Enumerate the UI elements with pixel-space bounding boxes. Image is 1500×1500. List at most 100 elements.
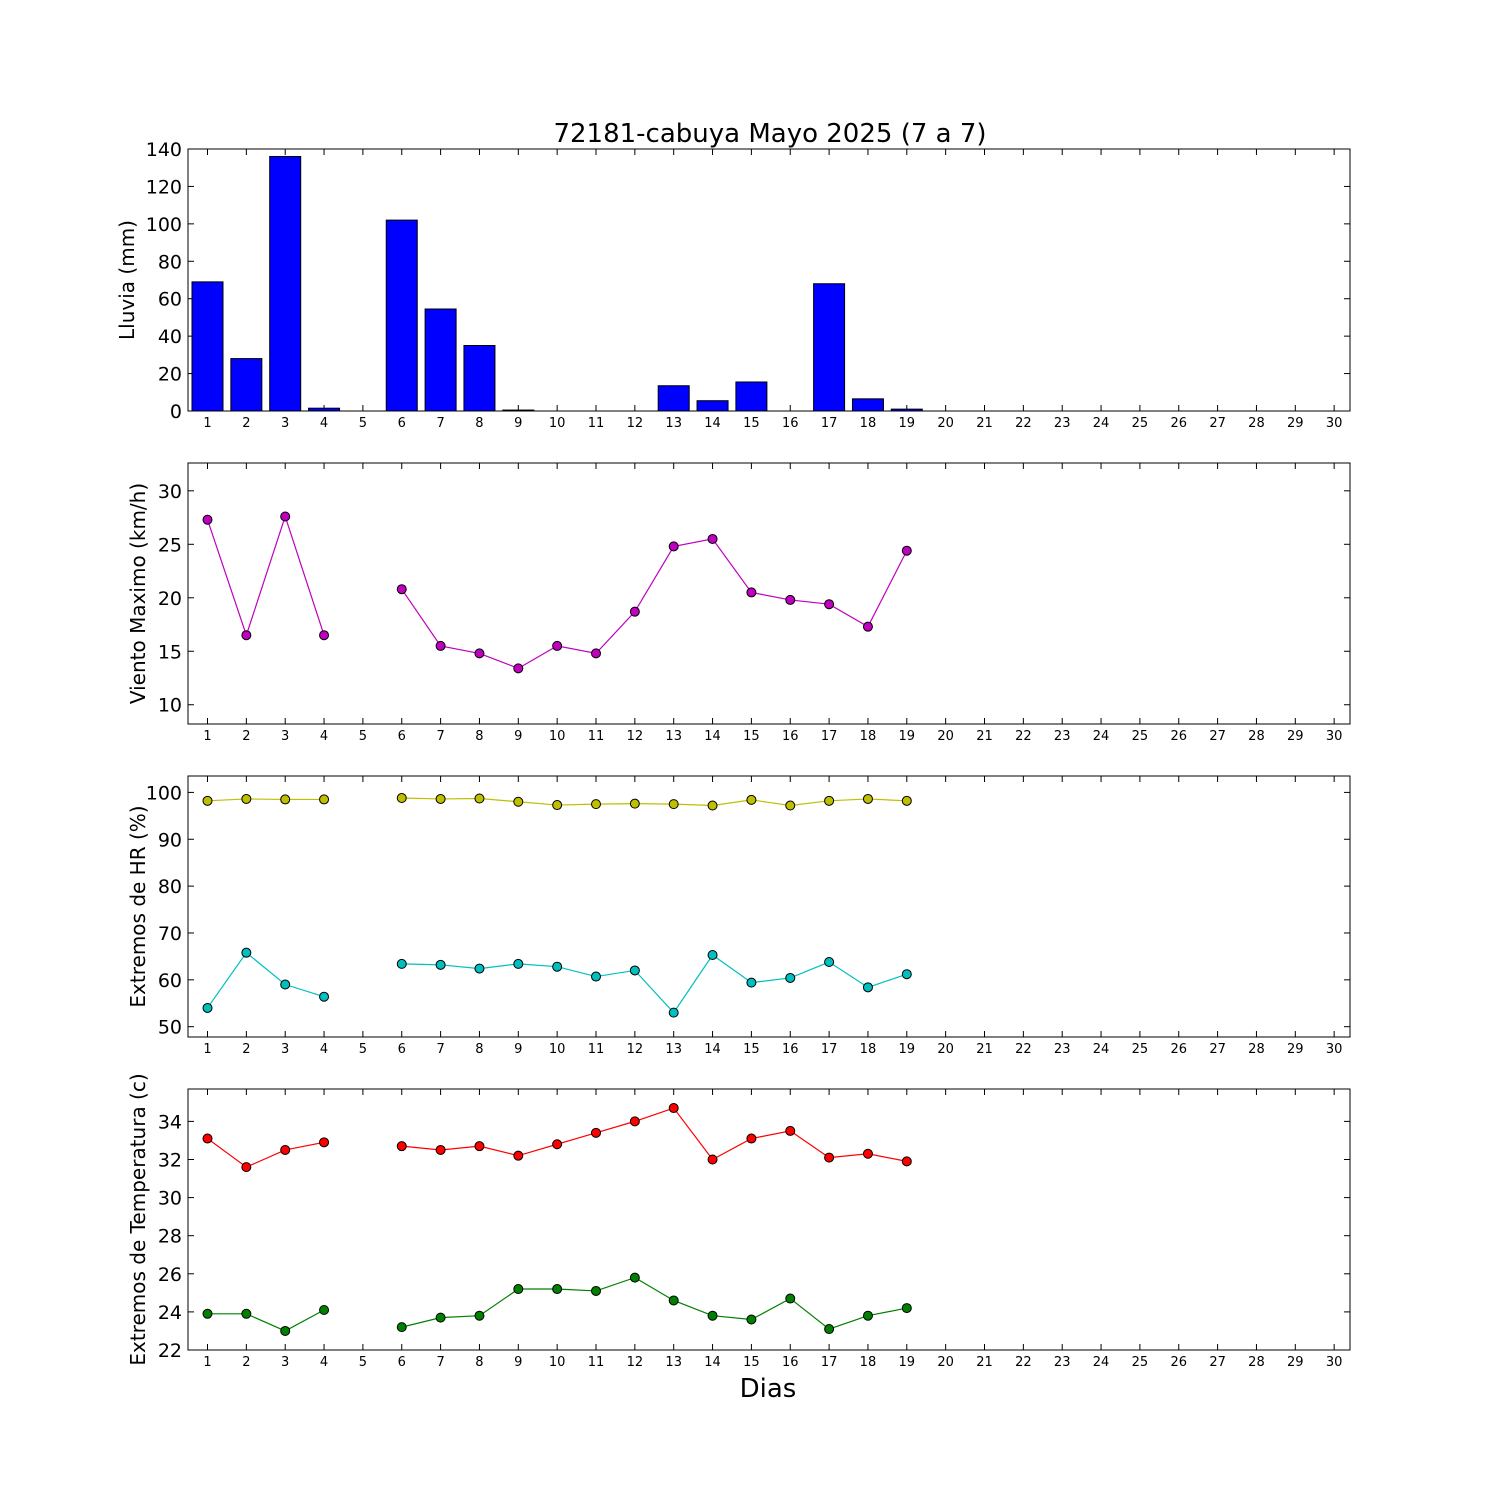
x-tick-label: 26: [1170, 1355, 1187, 1370]
y-tick-label: 30: [158, 481, 182, 503]
x-tick-label: 4: [320, 1042, 328, 1057]
x-tick-label: 6: [398, 1042, 406, 1057]
y-tick-label: 10: [158, 695, 182, 717]
x-tick-label: 8: [475, 1355, 483, 1370]
data-point: [629, 1116, 640, 1127]
x-tick-label: 23: [1054, 729, 1071, 744]
data-point: [824, 957, 835, 968]
x-tick-label: 5: [359, 729, 367, 744]
y-tick-label: 20: [158, 588, 182, 610]
y-tick-label: 60: [158, 289, 182, 311]
series-line: [207, 1309, 325, 1332]
x-tick-label: 4: [320, 729, 328, 744]
plot-frame: [187, 1088, 1351, 1351]
data-point: [785, 594, 796, 605]
y-axis-label: Extremos de Temperatura (c): [126, 1073, 150, 1365]
x-tick-label: 24: [1093, 416, 1110, 431]
y-tick-label: 30: [158, 1188, 182, 1210]
data-point: [785, 1293, 796, 1304]
x-axis-label: Dias: [740, 1374, 797, 1404]
x-tick-label: 15: [743, 1355, 760, 1370]
x-tick-label: 22: [1015, 729, 1032, 744]
x-tick-label: 5: [359, 416, 367, 431]
x-tick-label: 4: [320, 416, 328, 431]
data-point: [435, 959, 446, 970]
data-point: [591, 648, 601, 659]
x-tick-label: 2: [242, 729, 250, 744]
data-point: [202, 514, 213, 525]
data-point: [901, 545, 912, 556]
data-point: [591, 1285, 601, 1296]
x-tick-label: 9: [514, 729, 522, 744]
x-tick-label: 3: [281, 416, 289, 431]
data-point: [280, 511, 291, 522]
data-point: [785, 1125, 796, 1136]
bar-day-9: [502, 409, 535, 412]
data-point: [241, 1162, 252, 1173]
x-tick-label: 26: [1170, 729, 1187, 744]
x-tick-label: 13: [665, 1355, 682, 1370]
data-point: [824, 1152, 835, 1163]
data-point: [280, 1325, 291, 1336]
bar-day-1: [191, 281, 224, 412]
data-point: [629, 798, 640, 809]
data-point: [707, 1310, 718, 1321]
data-point: [668, 799, 679, 810]
series-line: [401, 954, 907, 1014]
data-point: [862, 793, 873, 804]
x-tick-label: 25: [1132, 1042, 1149, 1057]
x-tick-label: 25: [1132, 1355, 1149, 1370]
x-tick-label: 23: [1054, 416, 1071, 431]
data-point: [862, 1148, 873, 1159]
x-tick-label: 18: [860, 729, 877, 744]
x-tick-label: 27: [1209, 1355, 1226, 1370]
x-tick-label: 30: [1326, 729, 1343, 744]
x-tick-label: 17: [821, 1355, 838, 1370]
data-point: [319, 1304, 330, 1315]
x-tick-label: 11: [588, 729, 605, 744]
x-tick-label: 10: [549, 729, 566, 744]
y-tick-label: 120: [146, 176, 182, 198]
data-point: [241, 947, 252, 958]
data-point: [280, 979, 291, 990]
x-tick-label: 14: [704, 1355, 721, 1370]
series-line: [207, 951, 325, 1009]
x-tick-label: 19: [899, 729, 916, 744]
data-point: [824, 795, 835, 806]
data-point: [707, 1154, 718, 1165]
x-tick-label: 24: [1093, 729, 1110, 744]
bar-day-13: [657, 385, 690, 412]
x-tick-label: 8: [475, 416, 483, 431]
y-axis-label: Viento Maximo (km/h): [126, 483, 150, 704]
x-tick-label: 26: [1170, 416, 1187, 431]
x-tick-label: 8: [475, 1042, 483, 1057]
data-point: [707, 949, 718, 960]
x-tick-label: 29: [1287, 1042, 1304, 1057]
data-point: [202, 795, 213, 806]
x-tick-label: 11: [588, 1042, 605, 1057]
x-tick-label: 21: [976, 1042, 993, 1057]
x-tick-label: 13: [665, 729, 682, 744]
y-tick-label: 20: [158, 364, 182, 386]
data-point: [280, 794, 291, 805]
data-point: [319, 1137, 330, 1148]
x-tick-label: 22: [1015, 416, 1032, 431]
x-tick-label: 20: [937, 729, 954, 744]
x-tick-label: 16: [782, 1355, 799, 1370]
plot-frame: [187, 148, 1351, 412]
data-point: [591, 971, 601, 982]
x-tick-label: 7: [436, 1042, 444, 1057]
data-point: [241, 1308, 252, 1319]
x-tick-label: 20: [937, 1042, 954, 1057]
y-tick-label: 100: [146, 214, 182, 236]
data-point: [474, 1141, 485, 1152]
x-tick-label: 6: [398, 1355, 406, 1370]
x-tick-label: 24: [1093, 1355, 1110, 1370]
x-tick-label: 7: [436, 729, 444, 744]
x-tick-label: 29: [1287, 416, 1304, 431]
x-tick-label: 23: [1054, 1042, 1071, 1057]
y-tick-label: 32: [158, 1149, 182, 1171]
data-point: [591, 799, 601, 810]
data-point: [668, 1007, 679, 1018]
